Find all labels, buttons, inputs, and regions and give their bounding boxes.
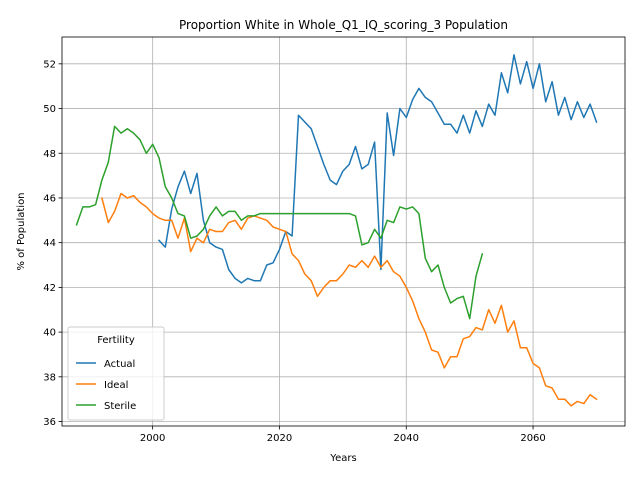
- y-tick-label: 36: [43, 417, 56, 428]
- y-tick-label: 48: [43, 149, 56, 160]
- x-axis-title: Years: [329, 453, 356, 464]
- chart-title: Proportion White in Whole_Q1_IQ_scoring_…: [179, 18, 508, 32]
- series-line-ideal: [102, 194, 597, 406]
- x-tick-label: 2060: [520, 433, 545, 444]
- y-tick-label: 52: [43, 59, 56, 70]
- y-tick-label: 46: [43, 193, 56, 204]
- y-tick-label: 42: [43, 283, 56, 294]
- y-tick-label: 40: [43, 328, 56, 339]
- x-tick-label: 2020: [267, 433, 292, 444]
- legend-label-sterile: Sterile: [104, 401, 136, 412]
- legend-label-actual: Actual: [104, 359, 135, 370]
- legend-label-ideal: Ideal: [104, 380, 128, 391]
- y-tick-label: 50: [43, 104, 56, 115]
- y-tick-label: 44: [43, 238, 56, 249]
- x-tick-label: 2000: [140, 433, 165, 444]
- legend: Fertility Actual Ideal Sterile: [68, 327, 164, 420]
- legend-title: Fertility: [97, 335, 135, 346]
- x-tick-label: 2040: [394, 433, 419, 444]
- series-line-actual: [159, 55, 597, 283]
- y-axis-title: % of Population: [16, 192, 27, 270]
- y-tick-label: 38: [43, 372, 56, 383]
